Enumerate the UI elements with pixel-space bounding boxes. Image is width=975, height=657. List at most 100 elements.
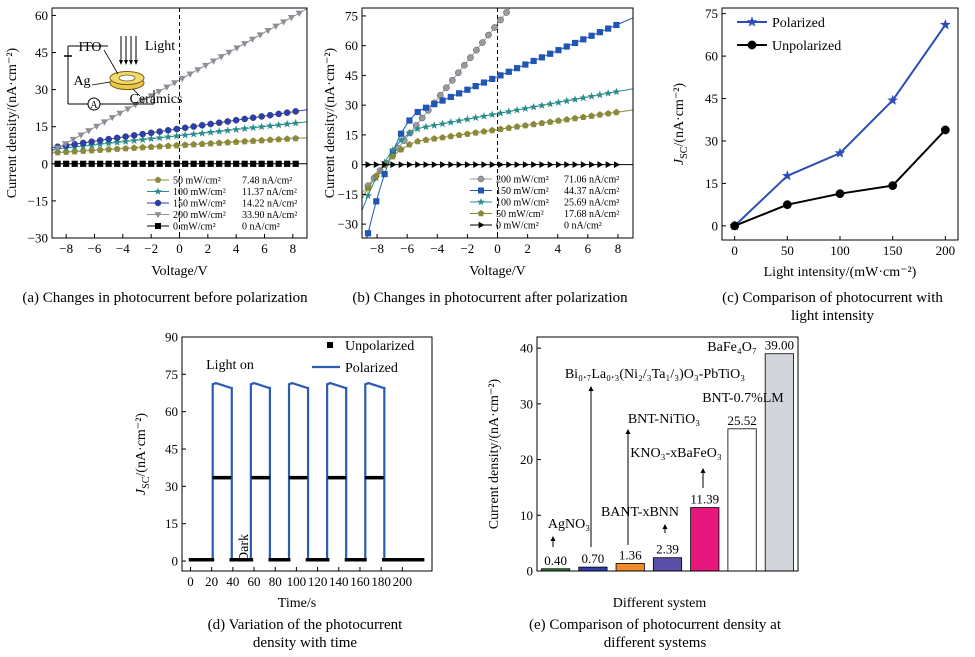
x-tick-label: 0 <box>731 243 738 258</box>
y-tick-label: 60 <box>35 8 48 23</box>
data-point <box>275 110 282 118</box>
y-tick-label: 45 <box>345 68 358 83</box>
data-point <box>612 87 621 96</box>
category-label: AgNO₃ <box>548 517 590 532</box>
data-point <box>164 127 172 134</box>
data-point <box>537 101 546 109</box>
data-point <box>497 72 504 79</box>
panel-a: −8 −6 −4 −2 0 2 4 6 8 −30 −15 0 15 30 45 60 Voltage/V Cur… <box>5 7 308 279</box>
data-point <box>215 119 223 127</box>
data-point <box>455 69 462 77</box>
data-point <box>295 10 303 17</box>
data-point <box>463 130 471 137</box>
data-point <box>503 9 510 16</box>
series-a-0 <box>52 134 307 156</box>
data-point <box>504 107 513 116</box>
data-point <box>420 558 425 562</box>
y-tick-label: −15 <box>28 193 48 208</box>
data-point <box>113 138 122 146</box>
legend-label: Unpolarized <box>772 39 841 54</box>
x-tick-label: −2 <box>460 241 474 256</box>
light-ray-arrow <box>129 60 133 65</box>
data-point <box>505 124 513 131</box>
data-point <box>572 161 579 169</box>
legend-label: 200 mW/cm² <box>173 210 226 221</box>
legend-value: 25.69 nA/cm² <box>564 198 619 209</box>
data-point <box>194 67 202 74</box>
ylabel-sub: SC <box>679 146 690 159</box>
data-point <box>571 114 579 122</box>
data-point <box>781 170 793 181</box>
data-point <box>100 119 108 126</box>
y-tick-label: 60 <box>705 49 718 64</box>
data-point <box>224 118 231 125</box>
data-point <box>373 198 380 205</box>
data-point <box>546 99 555 108</box>
data-point <box>217 54 225 61</box>
legend-label: 150 mW/cm² <box>496 186 549 197</box>
x-tick-label: −8 <box>59 241 73 256</box>
data-point <box>480 79 488 86</box>
dark-label: Dark <box>237 534 252 562</box>
bar-value-label: 0.40 <box>544 553 567 568</box>
y-tick-label: 0 <box>42 156 49 171</box>
data-point <box>529 102 538 111</box>
legend-value: 44.37 nA/cm² <box>564 186 619 197</box>
data-point <box>496 108 505 117</box>
x-tick-label: 0 <box>176 241 183 256</box>
data-point <box>538 54 546 61</box>
bar-value-label: 39.00 <box>765 338 794 353</box>
series-c-1 <box>730 125 950 231</box>
data-point <box>198 140 206 147</box>
y-tick-label: −15 <box>338 187 358 202</box>
legend-value: 14.22 nA/cm² <box>242 199 297 210</box>
data-point <box>272 23 280 30</box>
data-point <box>292 160 299 167</box>
data-point <box>555 117 562 124</box>
data-point <box>93 123 101 130</box>
data-point <box>388 145 397 154</box>
data-point <box>241 41 249 48</box>
data-point <box>448 161 455 169</box>
data-point <box>248 36 257 43</box>
series-line <box>734 129 947 227</box>
category-arrowhead <box>625 429 631 434</box>
x-tick-label: 40 <box>226 574 239 589</box>
panel-d-ylabel: JSC/(nA·cm⁻²) <box>134 413 152 495</box>
data-point <box>233 45 241 52</box>
data-point <box>240 124 249 133</box>
data-point <box>173 141 181 149</box>
data-point <box>274 120 283 129</box>
x-tick-label: 60 <box>248 574 261 589</box>
data-point <box>563 115 571 123</box>
data-point <box>380 475 384 480</box>
panel-a-xlabel: Voltage/V <box>151 264 208 279</box>
data-point <box>186 71 194 78</box>
data-point <box>447 93 454 101</box>
data-point <box>54 145 62 152</box>
data-point <box>538 119 546 127</box>
data-point <box>406 161 414 169</box>
data-point <box>887 94 899 105</box>
data-point <box>449 76 456 84</box>
data-point <box>227 475 232 480</box>
ylabel-rest: /(nA·cm⁻²) <box>134 413 149 477</box>
data-point <box>190 123 197 130</box>
data-point <box>405 128 414 137</box>
x-tick-label: −4 <box>116 241 130 256</box>
legend-value: 33.90 nA/cm² <box>242 210 297 221</box>
data-point <box>464 161 472 169</box>
data-point <box>164 142 172 149</box>
data-point <box>206 128 215 136</box>
data-point <box>364 191 373 200</box>
data-point <box>564 161 571 169</box>
data-point <box>114 160 121 167</box>
data-point <box>181 141 189 148</box>
data-point <box>363 558 367 562</box>
panel-d-legend: Unpolarized Polarized <box>312 339 414 376</box>
legend-swatch-marker <box>477 175 485 183</box>
panel-b: −8 −6 −4 −2 0 2 4 6 8 −30 −15 0 15 30 45 60 75 Voltage/V C… <box>323 7 634 279</box>
series-b-1 <box>364 17 633 238</box>
data-point <box>223 126 232 134</box>
